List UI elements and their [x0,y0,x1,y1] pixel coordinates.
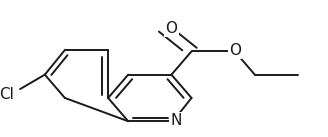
Text: O: O [229,43,241,58]
Text: N: N [170,113,182,128]
Text: O: O [165,21,177,36]
Text: Cl: Cl [0,87,14,102]
